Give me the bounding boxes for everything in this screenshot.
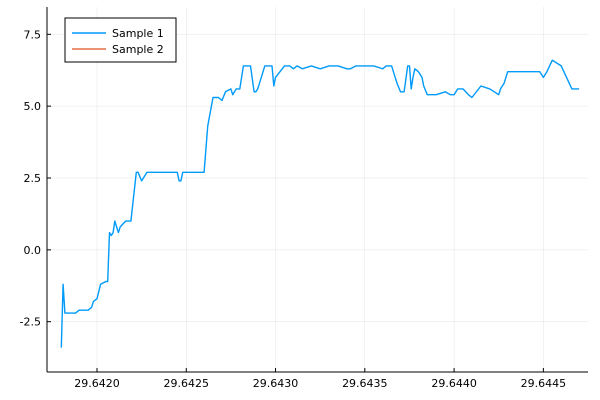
legend: Sample 1 Sample 2: [64, 17, 177, 63]
y-tick-label: 0.0: [24, 244, 42, 257]
x-tick-label: 29.6430: [253, 377, 299, 390]
axes: [46, 7, 588, 373]
legend-label-sample-1: Sample 1: [112, 27, 164, 40]
y-tick-label: -2.5: [20, 316, 41, 329]
series-lines: [60, 59, 580, 348]
y-ticks: -2.5 0.0 2.5 5.0 7.5: [20, 28, 51, 329]
series-line-sample-1: [60, 59, 580, 348]
x-tick-label: 29.6425: [164, 377, 210, 390]
x-tick-label: 29.6445: [521, 377, 567, 390]
x-tick-label: 29.6440: [431, 377, 477, 390]
y-tick-label: 2.5: [24, 172, 42, 185]
grid-lines: [47, 7, 588, 372]
x-tick-label: 29.6420: [74, 377, 120, 390]
y-tick-label: 5.0: [24, 100, 42, 113]
x-tick-label: 29.6435: [342, 377, 388, 390]
y-tick-label: 7.5: [24, 28, 42, 41]
legend-label-sample-2: Sample 2: [112, 43, 164, 56]
x-ticks: 29.6420 29.6425 29.6430 29.6435 29.6440 29.64…: [74, 368, 566, 390]
legend-box: [64, 17, 177, 63]
